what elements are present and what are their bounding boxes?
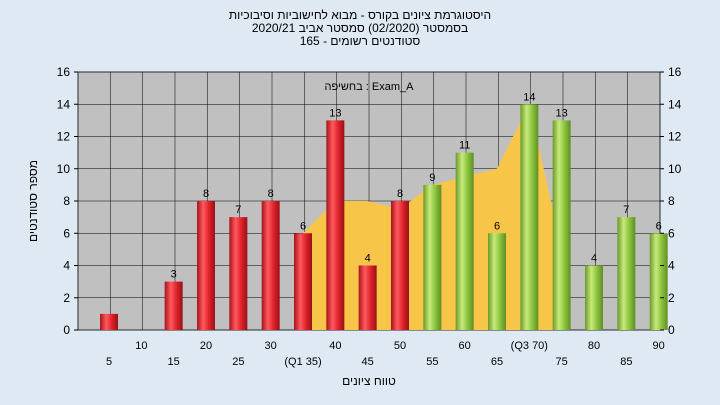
bar-(Q1 35) bbox=[294, 233, 312, 330]
x-tick-label: 15 bbox=[168, 356, 180, 368]
x-tick-label: (Q1 35) bbox=[284, 356, 321, 368]
title-line-3: סטודנטים רשומים - 165 bbox=[299, 34, 421, 48]
y-tick-label-right: 12 bbox=[668, 130, 682, 144]
bar-55 bbox=[423, 184, 442, 330]
bar-value-label: 7 bbox=[235, 204, 241, 216]
bar-30 bbox=[261, 201, 280, 330]
x-tick-label: 20 bbox=[200, 340, 212, 352]
bar-85 bbox=[617, 217, 636, 330]
bar-value-label: 14 bbox=[523, 91, 535, 103]
y-tick-label-left: 0 bbox=[63, 323, 70, 337]
y-tick-label-right: 4 bbox=[668, 259, 675, 273]
x-tick-label: 80 bbox=[588, 340, 600, 352]
x-tick-label: 25 bbox=[232, 356, 244, 368]
bar-40 bbox=[326, 120, 345, 330]
bar-45 bbox=[358, 265, 377, 330]
y-tick-label-left: 6 bbox=[63, 226, 70, 240]
bar-value-label: 8 bbox=[397, 188, 403, 200]
bar-value-label: 6 bbox=[494, 220, 500, 232]
bar-value-label: 8 bbox=[203, 188, 209, 200]
bar-25 bbox=[229, 217, 248, 330]
x-axis-label: טווח ציונים bbox=[342, 374, 396, 388]
y-tick-label-left: 14 bbox=[57, 97, 71, 111]
bar-15 bbox=[164, 281, 183, 330]
y-tick-label-right: 16 bbox=[668, 65, 682, 79]
x-tick-label: 45 bbox=[362, 356, 374, 368]
x-tick-label: 5 bbox=[106, 356, 112, 368]
bar-90 bbox=[649, 233, 668, 330]
bar-value-label: 3 bbox=[171, 269, 177, 281]
x-tick-label: (Q3 70) bbox=[511, 340, 548, 352]
y-tick-label-left: 4 bbox=[63, 259, 70, 273]
bar-value-label: 6 bbox=[300, 220, 306, 232]
bar-value-label: 7 bbox=[623, 204, 629, 216]
title-line-1: היסטוגרמת ציונים בקורס - מבוא לחישוביות … bbox=[228, 8, 492, 22]
bar-value-label: 13 bbox=[556, 107, 568, 119]
bar-20 bbox=[197, 201, 215, 330]
x-tick-label: 10 bbox=[135, 340, 147, 352]
y-tick-label-right: 0 bbox=[668, 323, 675, 337]
x-tick-label: 90 bbox=[653, 340, 665, 352]
y-tick-label-right: 8 bbox=[668, 194, 675, 208]
x-tick-label: 85 bbox=[620, 356, 632, 368]
bar-value-label: 6 bbox=[656, 220, 662, 232]
bar-value-label: 11 bbox=[459, 140, 470, 152]
y-tick-label-left: 2 bbox=[63, 291, 70, 305]
y-tick-label-left: 8 bbox=[63, 194, 70, 208]
bar-value-label: 8 bbox=[268, 188, 274, 200]
bar-value-label: 4 bbox=[591, 253, 597, 265]
bar-(Q3 70) bbox=[520, 104, 539, 330]
y-axis-label: מספר סטודנטים bbox=[26, 160, 40, 242]
bar-value-label: 9 bbox=[429, 172, 435, 184]
y-tick-label-right: 10 bbox=[668, 162, 682, 176]
x-tick-label: 30 bbox=[265, 340, 277, 352]
bar-5 bbox=[100, 313, 118, 330]
y-tick-label-right: 2 bbox=[668, 291, 675, 305]
annotation-label: בחשיפה : Exam_A bbox=[325, 81, 415, 93]
title-line-2: בסמסטר (02/2020) סמסטר אביב 2020/21 bbox=[251, 21, 469, 35]
bar-60 bbox=[455, 152, 474, 330]
y-tick-label-right: 6 bbox=[668, 226, 675, 240]
bar-80 bbox=[585, 265, 603, 330]
bar-65 bbox=[488, 233, 506, 330]
x-tick-label: 60 bbox=[459, 340, 471, 352]
x-tick-label: 40 bbox=[329, 340, 341, 352]
bar-75 bbox=[552, 120, 571, 330]
x-tick-label: 75 bbox=[556, 356, 568, 368]
bar-value-label: 13 bbox=[329, 107, 341, 119]
x-tick-label: 55 bbox=[426, 356, 438, 368]
chart-title: היסטוגרמת ציונים בקורס - מבוא לחישוביות … bbox=[0, 9, 720, 48]
y-tick-label-right: 14 bbox=[668, 97, 682, 111]
x-tick-label: 50 bbox=[394, 340, 406, 352]
bar-50 bbox=[391, 201, 409, 330]
y-tick-label-left: 10 bbox=[57, 162, 71, 176]
x-tick-label: 65 bbox=[491, 356, 503, 368]
y-tick-label-left: 16 bbox=[57, 65, 71, 79]
y-tick-label-left: 12 bbox=[57, 130, 71, 144]
bars-group: 3 8 7 8 6 13 4 8 9 11 6 14 13 4 7 6 bbox=[100, 91, 668, 330]
bar-value-label: 4 bbox=[365, 253, 371, 265]
